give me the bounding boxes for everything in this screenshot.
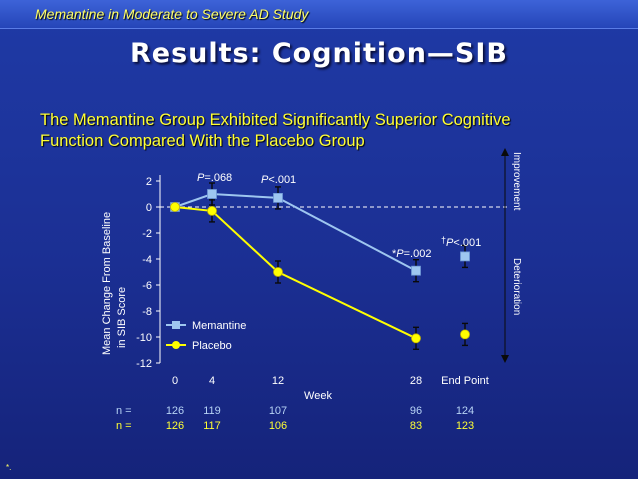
y-tick-label: -6 xyxy=(142,280,152,292)
annotation-endpoint: †P<.001 xyxy=(441,235,481,249)
memantine-point xyxy=(411,265,421,276)
n-placebo-value: 117 xyxy=(203,420,221,432)
legend-placebo-label: Placebo xyxy=(192,340,232,352)
n-memantine-value: 96 xyxy=(410,405,422,417)
x-axis-label: Week xyxy=(304,390,332,402)
annotation-week28-p: P xyxy=(396,248,404,260)
deterioration-arrow xyxy=(501,355,509,363)
annotation-week28-mark: * xyxy=(392,248,397,260)
memantine-line xyxy=(174,192,417,272)
n-placebo-value: 83 xyxy=(410,420,422,432)
annotation-week4-value: =.068 xyxy=(204,172,232,184)
legend-placebo-marker xyxy=(172,341,180,349)
improvement-arrow xyxy=(501,148,509,156)
annotation-endpoint-mark: † xyxy=(441,235,446,245)
subtitle-line-1: The Memantine Group Exhibited Significan… xyxy=(40,111,511,129)
y-tick-label: -2 xyxy=(142,228,152,240)
y-tick-label: -12 xyxy=(136,358,152,370)
n-memantine-value: 119 xyxy=(203,405,221,417)
x-tick-label: 28 xyxy=(410,375,422,387)
improvement-label: Improvement xyxy=(511,152,522,211)
placebo-point xyxy=(460,329,470,340)
study-title: Memantine in Moderate to Severe AD Study xyxy=(35,6,309,22)
x-tick-label: 0 xyxy=(172,375,178,387)
placebo-line xyxy=(174,206,417,340)
annotation-endpoint-value: <.001 xyxy=(453,237,481,249)
n-memantine-value: 126 xyxy=(166,405,184,417)
legend-memantine-marker xyxy=(172,321,180,329)
annotation-week4: P=.068 xyxy=(197,172,232,184)
footnote: *. xyxy=(6,463,12,472)
memantine-point xyxy=(273,192,283,203)
annotation-week28-value: =.002 xyxy=(404,248,432,260)
y-tick-label: -4 xyxy=(142,254,152,266)
n-placebo-value: 123 xyxy=(456,420,474,432)
placebo-point xyxy=(207,205,217,216)
n-label-placebo: n = xyxy=(116,420,132,432)
x-tick-label: 12 xyxy=(272,375,284,387)
deterioration-label: Deterioration xyxy=(511,258,522,315)
y-tick-label: -10 xyxy=(136,332,152,344)
header-bar: Memantine in Moderate to Severe AD Study xyxy=(0,0,638,29)
slide-subtitle: The Memantine Group Exhibited Significan… xyxy=(40,110,620,152)
memantine-point xyxy=(207,189,217,199)
annotation-week12-value: <.001 xyxy=(268,174,296,186)
n-memantine-value: 107 xyxy=(269,405,287,417)
placebo-point xyxy=(273,267,283,277)
n-placebo-value: 106 xyxy=(269,420,287,432)
y-axis-label-line2: in SIB Score xyxy=(116,287,128,348)
y-tick-label: 2 xyxy=(146,176,152,188)
x-tick-label: End Point xyxy=(441,375,489,387)
slide-title: Results: Cognition—SIB xyxy=(130,38,508,69)
x-tick-label: 4 xyxy=(209,375,215,387)
annotation-endpoint-p: P xyxy=(446,237,454,249)
legend-memantine-label: Memantine xyxy=(192,320,246,332)
n-placebo-value: 126 xyxy=(166,420,184,432)
y-axis-label-line1: Mean Change From Baseline xyxy=(101,212,113,355)
n-label-memantine: n = xyxy=(116,405,132,417)
placebo-point xyxy=(170,202,180,212)
y-tick-label: -8 xyxy=(142,306,152,318)
memantine-point xyxy=(460,251,470,262)
annotation-week12: P<.001 xyxy=(261,174,296,186)
n-memantine-value: 124 xyxy=(456,405,474,417)
y-tick-label: 0 xyxy=(146,202,152,214)
annotation-week4-p: P xyxy=(197,172,205,184)
annotation-week12-p: P xyxy=(261,174,269,186)
placebo-point xyxy=(411,333,421,344)
subtitle-line-2: Function Compared With the Placebo Group xyxy=(40,132,365,150)
annotation-week28: *P=.002 xyxy=(392,248,431,260)
